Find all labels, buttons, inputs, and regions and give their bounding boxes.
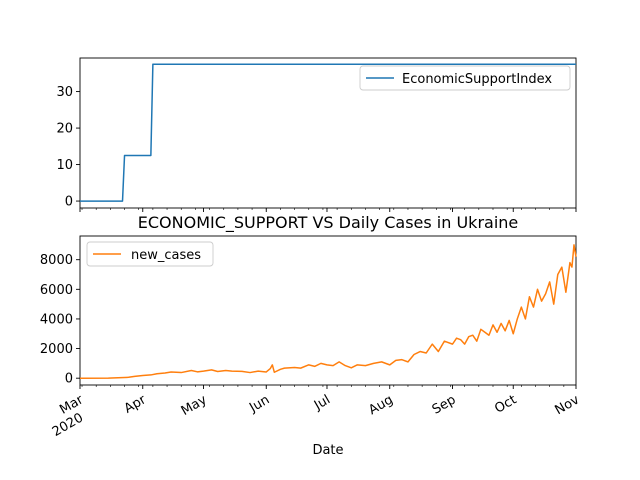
y-tick-label: 10: [56, 158, 73, 173]
y-tick-label: 0: [65, 372, 73, 387]
x-tick-label: Jun: [246, 392, 272, 416]
top-axes-frame: [79, 57, 577, 209]
top-legend-box: [359, 65, 571, 91]
series-line-EconomicSupportIndex: [80, 63, 576, 202]
y-tick-label: 0: [65, 195, 73, 210]
x-tick-label: Aug: [366, 392, 395, 418]
chart-title: ECONOMIC_SUPPORT VS Daily Cases in Ukrai…: [138, 213, 519, 233]
bottom-y-ticks: 0 2000 4000 6000 8000: [40, 253, 80, 387]
x-tick-label: Oct: [492, 392, 519, 416]
bottom-legend: new_cases: [86, 241, 214, 267]
y-tick-label: 8000: [40, 253, 73, 268]
bottom-legend-box: [86, 241, 214, 267]
top-x-ticks: [79, 208, 577, 212]
y-tick-label: 4000: [40, 312, 73, 327]
x-tick-label: Sep: [430, 392, 459, 417]
bottom-axes-frame: [79, 235, 577, 386]
x-axis-label: Date: [312, 443, 343, 458]
top-legend: EconomicSupportIndex: [359, 65, 571, 91]
x-tick-label: Nov: [553, 392, 583, 418]
top-series: [80, 63, 576, 202]
y-tick-label: 6000: [40, 283, 73, 298]
series-line-new_cases: [79, 244, 577, 379]
bottom-legend-label: new_cases: [131, 248, 201, 263]
top-legend-label: EconomicSupportIndex: [402, 72, 552, 87]
bottom-series: [79, 244, 577, 379]
x-tick-label: Apr: [122, 392, 150, 417]
y-tick-label: 2000: [40, 342, 73, 357]
top-axes: 0 10 20 30 EconomicSupportIndex: [56, 57, 577, 212]
y-tick-label: 20: [56, 122, 73, 137]
x-tick-label: May: [179, 392, 210, 419]
bottom-axes: ECONOMIC_SUPPORT VS Daily Cases in Ukrai…: [40, 213, 582, 458]
x-tick-label: Jul: [311, 392, 333, 413]
top-y-ticks: 0 10 20 30: [56, 85, 80, 210]
y-tick-label: 30: [56, 85, 73, 100]
